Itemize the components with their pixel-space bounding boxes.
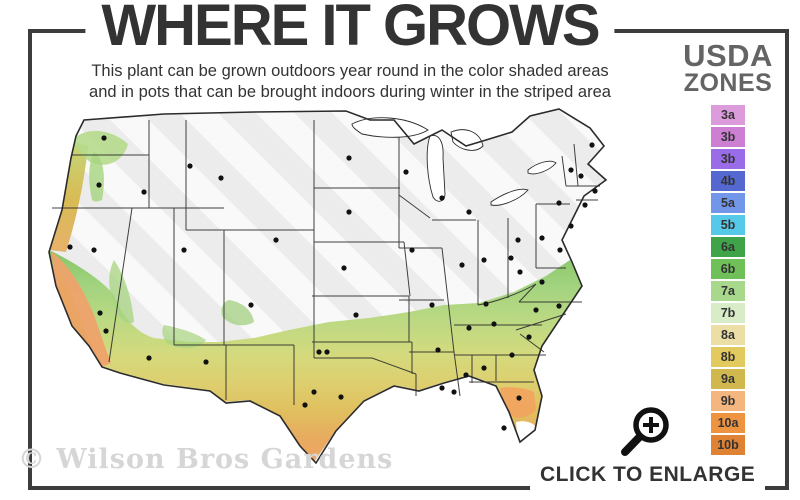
city-dots: [67, 135, 598, 431]
zone-chip-3a: 3a: [711, 105, 745, 125]
zone-chip-6b: 6b: [711, 259, 745, 279]
zone-chip-9a: 9a: [711, 369, 745, 389]
page-title: WHERE IT GROWS: [85, 0, 615, 59]
click-to-enlarge[interactable]: CLICK TO ENLARGE: [530, 403, 766, 499]
zone-chip-8b: 8b: [711, 347, 745, 367]
zone-chip-3b: 3b: [711, 149, 745, 169]
state-borders: [52, 120, 600, 405]
zone-chip-5a: 5a: [711, 193, 745, 213]
legend-title-line-1: USDA: [683, 38, 773, 73]
zone-chip-3b: 3b: [711, 127, 745, 147]
zone-chip-9b: 9b: [711, 391, 745, 411]
magnifier-plus-icon[interactable]: [613, 403, 677, 461]
subtitle-line-2: and in pots that can be brought indoors …: [89, 82, 611, 101]
click-to-enlarge-label[interactable]: CLICK TO ENLARGE: [530, 461, 766, 499]
zone-chip-list: 3a 3b 3b 4b 5a 5b 6a 6b 7a 7b 8a 8b 9a 9b 10a 10b: [668, 105, 788, 455]
subtitle-line-1: This plant can be grown outdoors year ro…: [91, 62, 609, 80]
zone-chip-4b: 4b: [711, 171, 745, 191]
usda-zones-legend: USDA ZONES 3a 3b 3b 4b 5a 5b 6a 6b 7a 7b 8a 8b 9a 9b 1…: [668, 40, 788, 457]
usda-zone-map: [48, 108, 608, 465]
subtitle: This plant can be grown outdoors year ro…: [40, 61, 660, 103]
zone-chip-6a: 6a: [711, 237, 745, 257]
watermark: © Wilson Bros Gardens: [18, 444, 394, 475]
zone-chip-10b: 10b: [711, 435, 745, 455]
zone-chip-8a: 8a: [711, 325, 745, 345]
legend-title-line-2: ZONES: [683, 69, 773, 97]
zone-chip-5b: 5b: [711, 215, 745, 235]
zone-chip-10a: 10a: [711, 413, 745, 433]
us-map-outline: [48, 108, 608, 465]
zone-shading: [49, 130, 582, 462]
zone-chip-7b: 7b: [711, 303, 745, 323]
zone-chip-7a: 7a: [711, 281, 745, 301]
great-lakes: [351, 117, 557, 206]
legend-title: USDA ZONES: [668, 40, 788, 96]
